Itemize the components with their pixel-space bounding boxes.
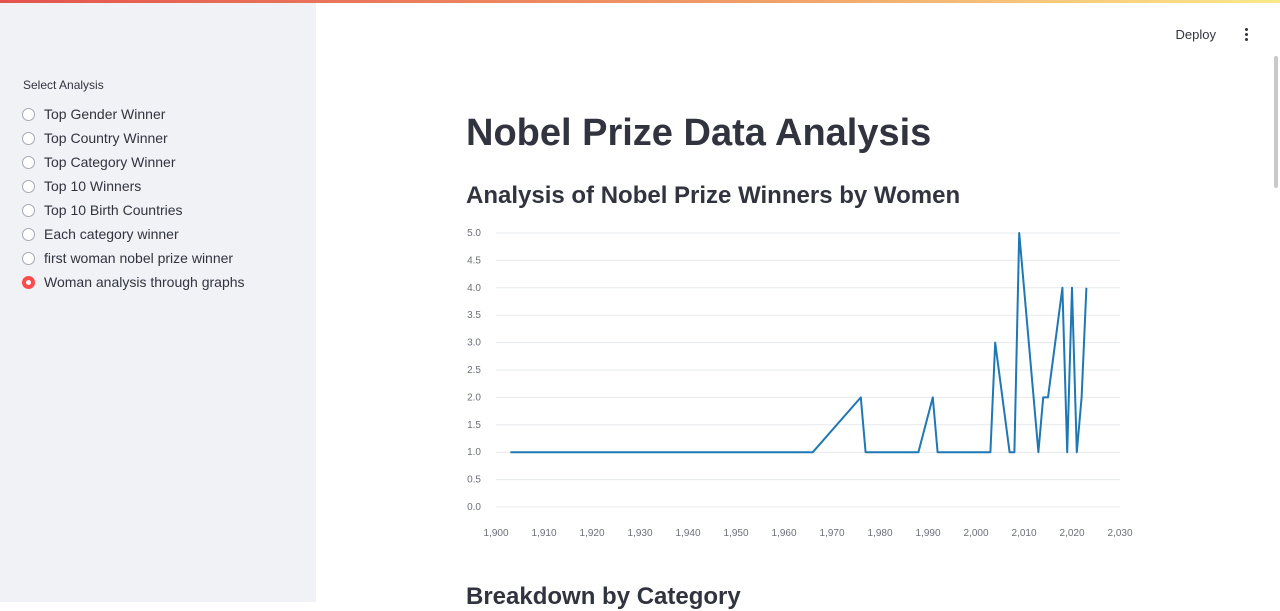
women-winners-line-chart: 0.0 0.5 1.0 1.5 2.0 2.5 3.0 3.5 4.0 4.5 5.0 1,900 1… <box>456 218 1136 548</box>
radio-option-label: Top Category Winner <box>44 154 176 170</box>
radio-unchecked-icon[interactable] <box>22 155 35 169</box>
radio-option[interactable]: first woman nobel prize winner <box>22 246 245 270</box>
x-tick-label: 1,900 <box>483 528 508 539</box>
y-tick-label: 3.5 <box>467 310 481 321</box>
y-tick-label: 2.0 <box>467 392 481 403</box>
x-tick-label: 2,000 <box>963 528 988 539</box>
radio-option-label: Each category winner <box>44 226 179 242</box>
y-tick-label: 3.0 <box>467 338 481 349</box>
radio-checked-icon[interactable] <box>22 275 35 289</box>
y-tick-label: 4.0 <box>467 283 481 294</box>
header-actions: Deploy <box>1168 22 1256 46</box>
radio-option[interactable]: Top 10 Winners <box>22 174 245 198</box>
y-tick-label: 1.0 <box>467 447 481 458</box>
radio-option-label: Woman analysis through graphs <box>44 274 245 290</box>
radio-option[interactable]: Top Gender Winner <box>22 102 245 126</box>
y-tick-label: 5.0 <box>467 228 481 239</box>
chart-svg: 0.0 0.5 1.0 1.5 2.0 2.5 3.0 3.5 4.0 4.5 5.0 1,900 1… <box>467 228 1133 539</box>
y-tick-label: 0.0 <box>467 502 481 513</box>
y-tick-label: 2.5 <box>467 365 481 376</box>
x-tick-label: 1,990 <box>915 528 940 539</box>
series-line <box>510 232 1088 454</box>
main-content: Nobel Prize Data Analysis Analysis of No… <box>316 0 1280 610</box>
top-gradient-bar <box>0 0 1280 3</box>
x-tick-label: 1,930 <box>627 528 652 539</box>
section-title: Analysis of Nobel Prize Winners by Women <box>466 182 961 209</box>
page-title: Nobel Prize Data Analysis <box>466 112 932 154</box>
radio-option[interactable]: Top Country Winner <box>22 126 245 150</box>
next-section-title: Breakdown by Category <box>466 583 741 610</box>
radio-option[interactable]: Top 10 Birth Countries <box>22 198 245 222</box>
sidebar: Select Analysis Top Gender Winner Top Cou… <box>0 0 316 602</box>
radio-option-label: Top Country Winner <box>44 130 168 146</box>
radio-unchecked-icon[interactable] <box>22 203 35 217</box>
x-tick-label: 2,020 <box>1059 528 1084 539</box>
analysis-radio-group: Top Gender Winner Top Country Winner Top C… <box>22 102 245 294</box>
radio-option[interactable]: Top Category Winner <box>22 150 245 174</box>
radio-option[interactable]: Each category winner <box>22 222 245 246</box>
radio-option-label: Top Gender Winner <box>44 106 166 122</box>
scrollbar[interactable] <box>1274 56 1278 188</box>
x-tick-label: 2,030 <box>1107 528 1132 539</box>
x-tick-label: 1,960 <box>771 528 796 539</box>
x-tick-label: 1,980 <box>867 528 892 539</box>
x-tick-label: 1,950 <box>723 528 748 539</box>
radio-group-label: Select Analysis <box>23 78 104 92</box>
radio-unchecked-icon[interactable] <box>22 107 35 121</box>
x-tick-label: 1,910 <box>531 528 556 539</box>
radio-option-label: Top 10 Birth Countries <box>44 202 183 218</box>
radio-option-label: first woman nobel prize winner <box>44 250 234 266</box>
radio-unchecked-icon[interactable] <box>22 251 35 265</box>
radio-unchecked-icon[interactable] <box>22 179 35 193</box>
x-tick-label: 2,010 <box>1011 528 1036 539</box>
radio-unchecked-icon[interactable] <box>22 227 35 241</box>
radio-option[interactable]: Woman analysis through graphs <box>22 270 245 294</box>
radio-option-label: Top 10 Winners <box>44 178 142 194</box>
x-tick-label: 1,940 <box>675 528 700 539</box>
deploy-button[interactable]: Deploy <box>1168 23 1224 46</box>
radio-unchecked-icon[interactable] <box>22 131 35 145</box>
x-tick-label: 1,970 <box>819 528 844 539</box>
x-tick-label: 1,920 <box>579 528 604 539</box>
y-tick-label: 1.5 <box>467 420 481 431</box>
y-tick-label: 4.5 <box>467 255 481 266</box>
kebab-menu-icon[interactable] <box>1236 22 1256 46</box>
y-tick-label: 0.5 <box>467 475 481 486</box>
